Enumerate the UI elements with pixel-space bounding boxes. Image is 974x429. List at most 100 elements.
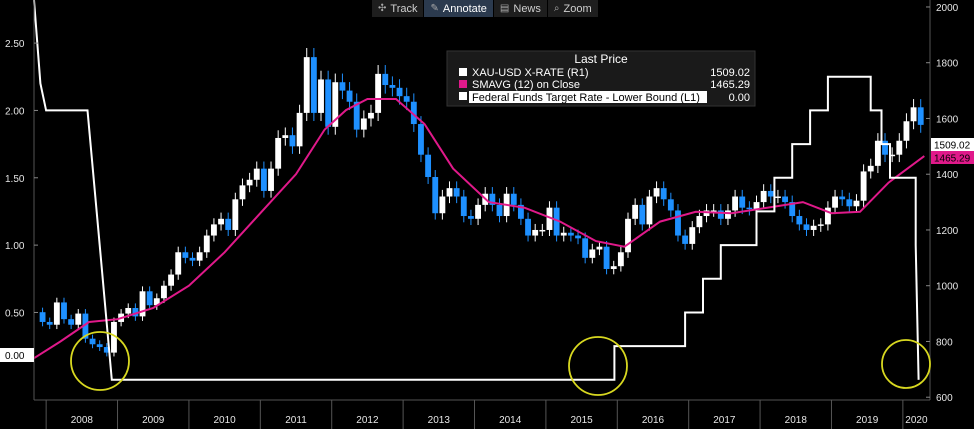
- right-price-flag-text: 1509.02: [934, 141, 971, 152]
- right-tick-label: 1600: [936, 114, 959, 125]
- candle-body: [725, 210, 731, 219]
- left-tick-label: 1.50: [5, 174, 25, 185]
- highlight-circle-2020: [881, 339, 931, 389]
- candle-body: [767, 190, 774, 197]
- candle-body: [510, 193, 517, 205]
- left-tick-label: 2.50: [5, 39, 25, 50]
- candle-body: [68, 319, 75, 325]
- x-tick-label: 2010: [213, 415, 236, 426]
- x-tick-label: 2017: [713, 415, 736, 426]
- candle-body: [325, 79, 332, 127]
- candle-body: [268, 168, 274, 191]
- candle-body: [575, 235, 581, 239]
- annotate-label: Annotate: [442, 2, 487, 15]
- candle-body: [846, 199, 853, 207]
- candle-body: [675, 210, 681, 236]
- candle-body: [889, 154, 896, 157]
- candle-body: [389, 85, 396, 88]
- candle-body: [246, 179, 253, 186]
- highlight-circles: [70, 331, 931, 396]
- candle-body: [410, 101, 417, 125]
- candle-body: [432, 177, 439, 214]
- right-sma-flag-text: 1465.29: [934, 154, 971, 165]
- candle-body: [275, 137, 282, 169]
- axes: 2008 2009 2010 2011 2012 2013 2014 2015 2016 2017…: [5, 0, 959, 429]
- candle-body: [446, 188, 453, 197]
- legend-swatch-fed: [459, 92, 467, 100]
- annotate-button[interactable]: ✎ Annotate: [424, 0, 494, 17]
- candle-body: [175, 252, 182, 275]
- x-tick-label: 2008: [71, 415, 94, 426]
- candle-body: [210, 224, 217, 236]
- candle-body: [703, 210, 710, 217]
- zoom-button[interactable]: ⌕ Zoom: [547, 0, 599, 17]
- x-tick-label: 2014: [499, 415, 522, 426]
- right-tick-label: 1000: [936, 282, 959, 293]
- candle-body: [203, 235, 210, 253]
- x-tick-label: 2015: [570, 415, 593, 426]
- candle-body: [125, 308, 132, 314]
- gold-candles: [39, 48, 924, 357]
- candle-body: [775, 196, 781, 199]
- candle-body: [318, 79, 324, 113]
- magnifier-icon: ⌕: [553, 3, 560, 14]
- x-tick-label: 2012: [356, 415, 379, 426]
- zoom-label: Zoom: [563, 2, 592, 15]
- candle-body: [439, 196, 446, 214]
- track-label: Track: [390, 2, 418, 15]
- news-icon: ▤: [499, 3, 510, 14]
- candle-body: [453, 188, 460, 197]
- candle-body: [717, 210, 724, 219]
- candle-body: [789, 202, 796, 217]
- candle-body: [782, 196, 788, 203]
- chart-toolbar: ✣ Track ✎ Annotate ▤ News ⌕ Zoom: [372, 0, 599, 17]
- candle-body: [289, 135, 296, 147]
- candle-body: [903, 121, 910, 141]
- candle-body: [239, 185, 246, 200]
- track-button[interactable]: ✣ Track: [372, 0, 425, 17]
- x-tick-label: 2011: [285, 415, 307, 426]
- legend: Last Price XAU-USD X-RATE (R1) 1509.02 S…: [446, 50, 756, 107]
- right-tick-label: 1800: [936, 59, 959, 70]
- candle-body: [732, 196, 739, 211]
- candle-body: [553, 207, 560, 236]
- candle-body: [525, 218, 531, 236]
- candle-body: [425, 154, 432, 178]
- right-tick-label: 1200: [936, 226, 959, 237]
- sma-path: [33, 98, 925, 360]
- candle-body: [896, 140, 903, 155]
- candle-body: [132, 308, 139, 317]
- candle-body: [53, 302, 60, 325]
- candle-body: [196, 252, 203, 261]
- candle-body: [39, 312, 46, 322]
- candle-body: [310, 57, 317, 113]
- candle-body: [810, 225, 817, 230]
- candle-body: [82, 313, 89, 339]
- candle-body: [303, 57, 310, 113]
- candle-body: [874, 140, 881, 166]
- candle-body: [582, 238, 589, 258]
- legend-label-highlight: [469, 91, 707, 103]
- candle-body: [860, 171, 867, 201]
- candle-body: [418, 124, 424, 155]
- candle-body: [517, 204, 524, 219]
- legend-label-sma: SMAVG (12) on Close: [472, 79, 580, 91]
- news-label: News: [513, 2, 541, 15]
- candle-body: [475, 204, 482, 219]
- candle-body: [660, 188, 667, 200]
- candle-body: [360, 118, 367, 130]
- legend-value-sma: 1465.29: [710, 79, 750, 91]
- candle-body: [153, 298, 160, 306]
- candle-body: [111, 321, 117, 353]
- x-tick-label: 2020: [905, 415, 928, 426]
- candle-body: [817, 224, 824, 226]
- candle-body: [567, 232, 574, 236]
- news-button[interactable]: ▤ News: [493, 0, 548, 17]
- candle-body: [368, 112, 374, 119]
- candle-body: [539, 229, 546, 232]
- sma-line: [33, 98, 925, 360]
- candle-body: [610, 266, 617, 269]
- legend-label-price: XAU-USD X-RATE (R1): [472, 67, 589, 79]
- right-tick-label: 600: [936, 393, 953, 404]
